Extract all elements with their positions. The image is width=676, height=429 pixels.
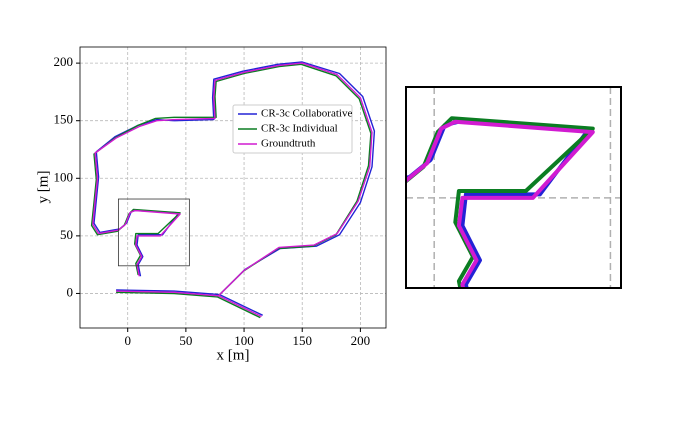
legend-label: CR-3c Collaborative xyxy=(261,108,352,120)
y-tick-label: 150 xyxy=(54,112,74,127)
inset-plot-area xyxy=(406,116,595,288)
y-tick-label: 0 xyxy=(67,284,74,299)
axes-frame xyxy=(79,46,387,329)
legend: CR-3c Collaborative CR-3c Individual Groun… xyxy=(232,104,353,154)
trajectory-line xyxy=(93,61,376,316)
x-tick-label: 150 xyxy=(292,333,312,348)
x-tick-label: 200 xyxy=(351,333,371,348)
x-tick-label: 100 xyxy=(234,333,254,348)
inset-trajectory-line xyxy=(406,116,595,288)
y-tick-label: 50 xyxy=(60,227,73,242)
legend-label: CR-3c Individual xyxy=(261,123,338,135)
x-tick-label: 50 xyxy=(179,333,192,348)
legend-box xyxy=(232,104,353,154)
x-axis-label: x [m] xyxy=(217,347,250,363)
trajectory-line xyxy=(90,63,372,319)
trajectory-line xyxy=(92,62,373,318)
plot-area xyxy=(90,61,376,319)
y-tick-label: 200 xyxy=(54,54,74,69)
y-axis-label: y [m] xyxy=(35,171,51,204)
x-tick-label: 0 xyxy=(124,333,131,348)
inset-trajectory-line xyxy=(406,119,595,288)
inset-background xyxy=(406,87,621,288)
zoom-box xyxy=(117,198,190,267)
y-tick-label: 100 xyxy=(54,169,74,184)
inset-frame xyxy=(405,86,622,289)
legend-label: Groundtruth xyxy=(261,138,316,150)
